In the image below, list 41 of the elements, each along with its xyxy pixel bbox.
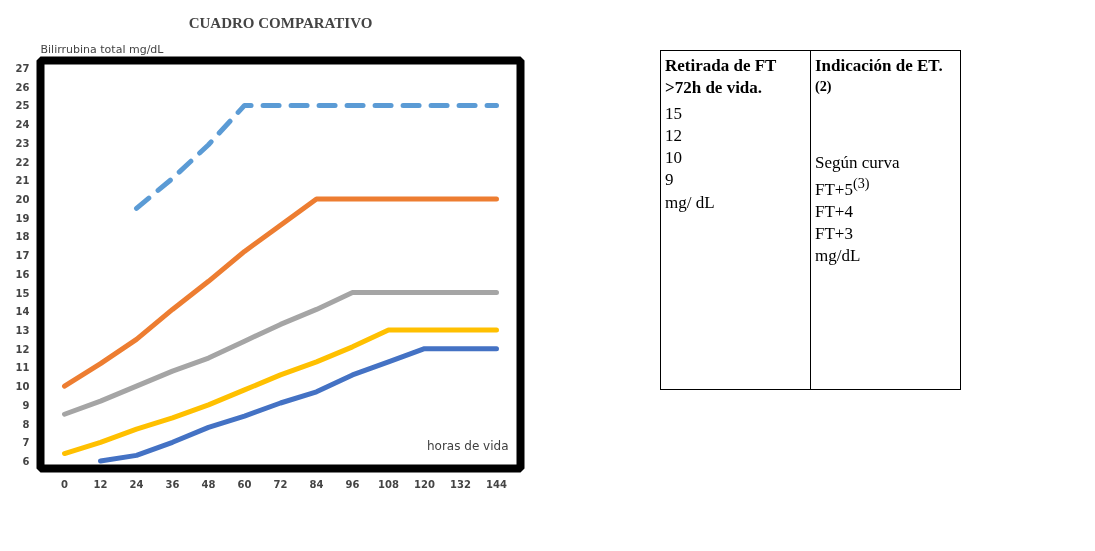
text: Según curva FT+5$^{(3)}$ FT+4 FT+3 mg/dL	[815, 151, 901, 267]
y-tick-label: 25	[15, 100, 30, 112]
y-tick-label: 7	[22, 437, 30, 449]
y-tick-label: 10	[15, 381, 30, 393]
y-tick-label: 13	[15, 325, 30, 336]
y-tick-label: 6	[22, 456, 30, 468]
x-tick-label: 108	[378, 478, 399, 490]
text: Retirada de FT >72h de vida.	[665, 56, 777, 98]
chart-title: CUADRO COMPARATIVO	[188, 14, 373, 31]
x-tick-label: 144	[486, 478, 507, 490]
y-axis-title: Bilirrubina total mg/dL	[40, 42, 165, 56]
y-tick-label: 17	[15, 250, 30, 262]
y-tick-label: 18	[15, 231, 30, 243]
x-tick-label: 0	[61, 478, 69, 490]
x-tick-label: 120	[414, 478, 435, 490]
y-tick-label: 20	[15, 194, 30, 205]
y-tick-label: 15	[15, 287, 30, 299]
y-tick-label: 24	[15, 119, 30, 131]
y-tick-label: 21	[15, 175, 30, 187]
x-tick-label: 48	[201, 478, 216, 490]
x-axis-title: horas de vida	[426, 438, 509, 453]
y-tick-label: 26	[15, 81, 30, 93]
text: 15 12 10 9 mg/ dL	[665, 103, 716, 214]
y-tick-label: 19	[15, 212, 30, 224]
x-tick-label: 60	[237, 478, 252, 490]
x-tick-label: 12	[93, 478, 108, 490]
x-tick-label: 84	[309, 478, 324, 490]
x-tick-label: 36	[165, 478, 180, 490]
y-tick-label: 16	[15, 268, 30, 280]
x-tick-label: 132	[450, 478, 471, 490]
y-tick-label: 12	[15, 343, 30, 355]
y-tick-label: 27	[15, 62, 30, 74]
y-tick-label: 14	[15, 306, 30, 318]
x-tick-label: 24	[129, 478, 144, 490]
y-tick-label: 11	[15, 362, 30, 374]
y-tick-label: 22	[15, 156, 30, 168]
y-tick-label: 23	[15, 137, 30, 149]
x-tick-label: 72	[273, 478, 288, 490]
y-tick-label: 8	[22, 418, 30, 430]
y-tick-label: 9	[22, 399, 30, 411]
x-tick-label: 96	[345, 478, 360, 490]
